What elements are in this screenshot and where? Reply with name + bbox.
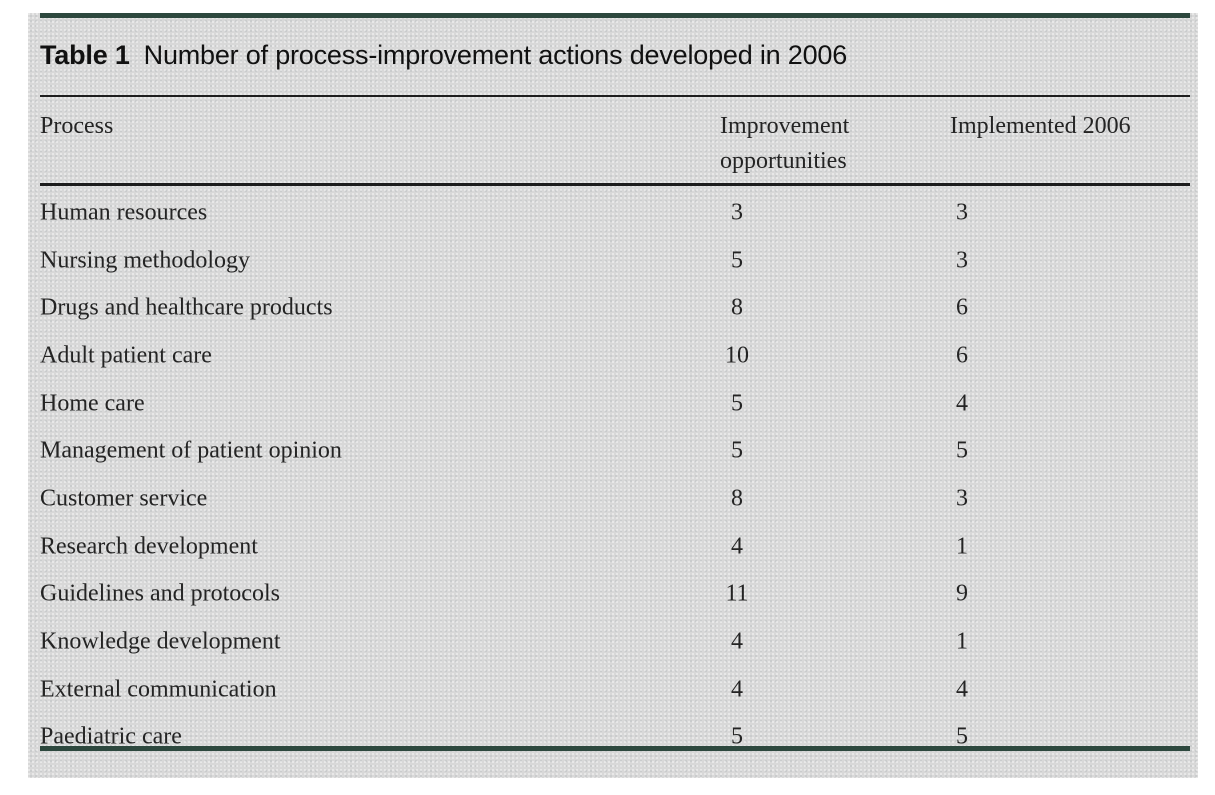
table-row: Human resources 3 3 bbox=[40, 189, 1190, 237]
opportunities-cell: 3 bbox=[731, 199, 743, 226]
process-cell: Research development bbox=[40, 533, 258, 560]
header-divider-rule bbox=[40, 183, 1190, 186]
implemented-cell: 3 bbox=[956, 247, 968, 274]
table-row: Customer service 8 3 bbox=[40, 475, 1190, 523]
process-cell: Nursing methodology bbox=[40, 247, 250, 274]
opportunities-cell: 5 bbox=[731, 247, 743, 274]
table-caption: Table 1 Number of process-improvement act… bbox=[40, 38, 1190, 72]
opportunities-cell: 5 bbox=[731, 723, 743, 750]
opportunities-cell: 4 bbox=[731, 628, 743, 655]
table-row: Paediatric care 5 5 bbox=[40, 714, 1190, 762]
process-cell: Paediatric care bbox=[40, 723, 182, 750]
process-cell: Guidelines and protocols bbox=[40, 580, 280, 607]
opportunities-cell: 4 bbox=[731, 676, 743, 703]
implemented-cell: 9 bbox=[956, 580, 968, 607]
process-cell: Customer service bbox=[40, 485, 208, 512]
implemented-cell: 1 bbox=[956, 533, 968, 560]
implemented-cell: 6 bbox=[956, 342, 968, 369]
process-cell: Human resources bbox=[40, 199, 208, 226]
column-header-implemented-2006: Implemented 2006 bbox=[950, 113, 1131, 139]
caption-divider-rule bbox=[40, 95, 1190, 97]
process-cell: Adult patient care bbox=[40, 342, 212, 369]
process-cell: Knowledge development bbox=[40, 628, 281, 655]
implemented-cell: 5 bbox=[956, 723, 968, 750]
table-top-frame-rule bbox=[40, 13, 1190, 18]
table-row: Adult patient care 10 6 bbox=[40, 332, 1190, 380]
opportunities-cell: 4 bbox=[731, 533, 743, 560]
process-cell: Management of patient opinion bbox=[40, 437, 342, 464]
opportunities-cell: 10 bbox=[725, 342, 749, 369]
implemented-cell: 4 bbox=[956, 676, 968, 703]
implemented-cell: 3 bbox=[956, 199, 968, 226]
table-row: Nursing methodology 5 3 bbox=[40, 237, 1190, 285]
opportunities-cell: 5 bbox=[731, 437, 743, 464]
implemented-cell: 5 bbox=[956, 437, 968, 464]
process-cell: Drugs and healthcare products bbox=[40, 294, 333, 321]
table-row: Home care 5 4 bbox=[40, 380, 1190, 428]
table-row: Guidelines and protocols 11 9 bbox=[40, 571, 1190, 619]
table-row: External communication 4 4 bbox=[40, 666, 1190, 714]
table-body: Human resources 3 3 Nursing methodology … bbox=[40, 189, 1190, 761]
opportunities-cell: 5 bbox=[731, 390, 743, 417]
table-row: Research development 4 1 bbox=[40, 523, 1190, 571]
implemented-cell: 3 bbox=[956, 485, 968, 512]
table-row: Drugs and healthcare products 8 6 bbox=[40, 284, 1190, 332]
table-header-row: Process Improvement opportunities Implem… bbox=[40, 109, 1190, 185]
implemented-cell: 4 bbox=[956, 390, 968, 417]
opportunities-cell: 8 bbox=[731, 485, 743, 512]
table-row: Management of patient opinion 5 5 bbox=[40, 427, 1190, 475]
implemented-cell: 1 bbox=[956, 628, 968, 655]
table-row: Knowledge development 4 1 bbox=[40, 618, 1190, 666]
opportunities-cell: 8 bbox=[731, 294, 743, 321]
process-cell: Home care bbox=[40, 390, 145, 417]
process-cell: External communication bbox=[40, 676, 277, 703]
opportunities-cell: 11 bbox=[725, 580, 749, 607]
table-number-label: Table 1 bbox=[40, 40, 130, 70]
implemented-cell: 6 bbox=[956, 294, 968, 321]
column-header-improvement-opportunities: Improvement opportunities bbox=[720, 113, 850, 174]
table-bottom-frame-rule bbox=[40, 746, 1190, 751]
table-panel: Table 1 Number of process-improvement act… bbox=[28, 13, 1198, 778]
table-title-text: Number of process-improvement actions de… bbox=[143, 40, 848, 70]
column-header-process: Process bbox=[40, 113, 114, 139]
